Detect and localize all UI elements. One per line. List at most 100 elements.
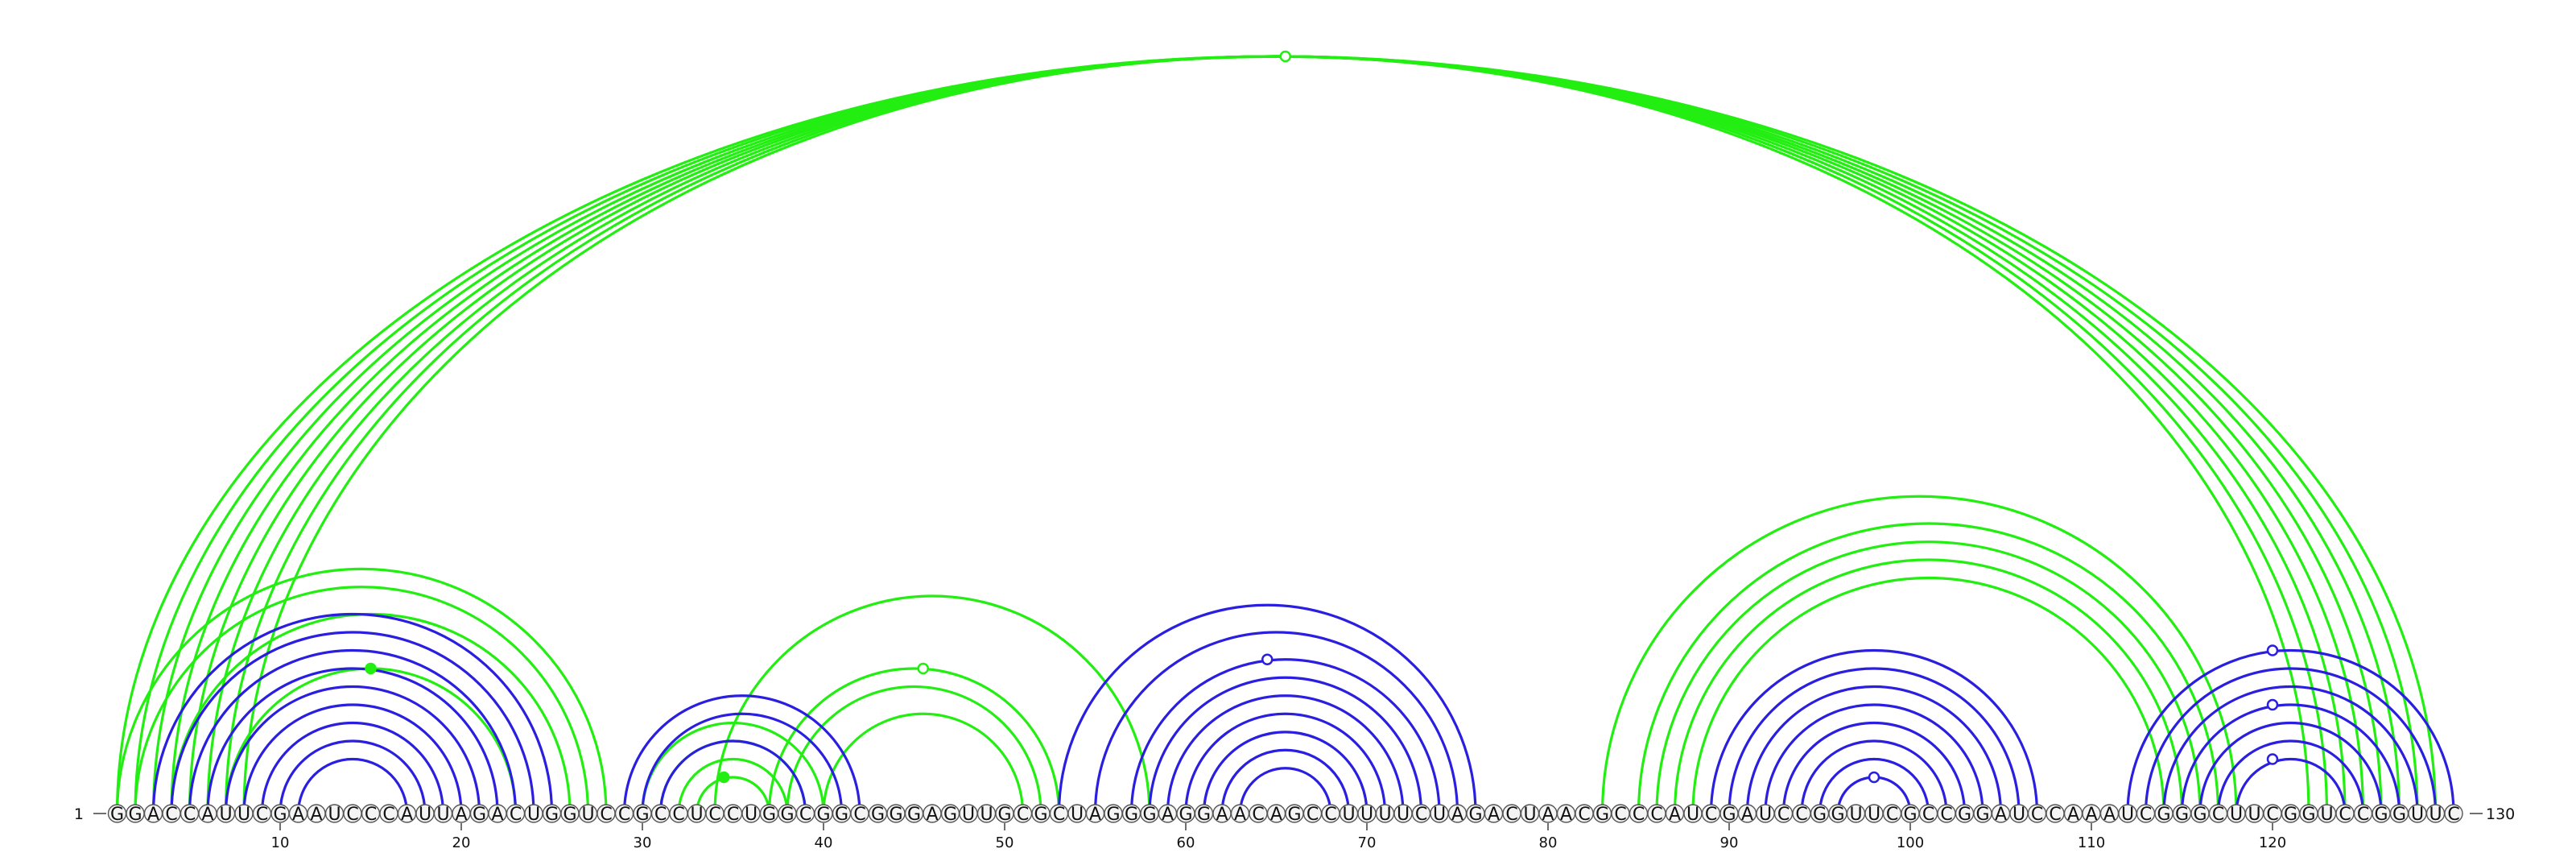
nucleotide-letter: A	[1542, 805, 1554, 825]
green-arc-7-123	[224, 55, 2329, 814]
nucleotide: A	[488, 804, 507, 825]
nucleotide-letter: C	[853, 805, 865, 825]
nucleotide-letter: C	[708, 805, 720, 825]
nucleotide: U	[1357, 804, 1377, 825]
nucleotide: C	[379, 804, 398, 825]
nucleotide: A	[1266, 804, 1286, 825]
green-marker	[917, 662, 929, 675]
blue-arc-118-124	[2235, 757, 2347, 814]
nucleotide: U	[1756, 804, 1775, 825]
nucleotide-letter: U	[1849, 805, 1862, 825]
nucleotide: C	[1882, 804, 1902, 825]
nucleotide-letter: A	[455, 805, 467, 825]
nucleotide: C	[361, 804, 381, 825]
blue-arc-53-76	[1057, 603, 1477, 814]
nucleotide: G	[560, 804, 580, 825]
nucleotide-letter: A	[1995, 805, 2007, 825]
nucleotide-letter: G	[1903, 805, 1917, 825]
nucleotide: C	[2353, 804, 2373, 825]
tick-layer: 10 20 30 40 50 60 70 80 90 100 110 120	[271, 823, 2286, 851]
nucleotide: C	[252, 804, 272, 825]
nucleotide: A	[1538, 804, 1558, 825]
nucleotide: U	[415, 804, 435, 825]
nucleotide-letter: A	[1451, 805, 1463, 825]
nucleotide-letter: G	[1034, 805, 1047, 825]
nucleotide: U	[2244, 804, 2264, 825]
tick-label: 30	[634, 834, 652, 851]
nucleotide: G	[126, 804, 145, 825]
nucleotide-letter: C	[2266, 805, 2278, 825]
green-arc-34-58	[713, 594, 1151, 814]
nucleotide: U	[2009, 804, 2029, 825]
nucleotide: G	[1466, 804, 1485, 825]
nucleotide-letter: G	[1596, 805, 1609, 825]
nucleotide: A	[1085, 804, 1105, 825]
green-arc-86-116	[1655, 540, 2202, 814]
nucleotide-letter: U	[1523, 805, 1536, 825]
nucleotide: C	[2136, 804, 2156, 825]
nucleotide: U	[524, 804, 543, 825]
tick-label: 20	[452, 834, 471, 851]
nucleotide-letter: C	[2447, 805, 2459, 825]
blue-arc-92-104	[1764, 703, 1984, 814]
nucleotide: G	[1031, 804, 1051, 825]
tick-label: 40	[815, 834, 833, 851]
nucleotide-letter: G	[1197, 805, 1211, 825]
blue-arc-61-70	[1202, 731, 1368, 814]
nucleotide-letter: A	[1741, 805, 1753, 825]
nucleotide: G	[1901, 804, 1920, 825]
nucleotide: U	[1683, 804, 1703, 825]
blue-arc-3-25	[151, 612, 554, 814]
nucleotide: A	[1991, 804, 2011, 825]
nucleotide: C	[1937, 804, 1956, 825]
tick-label: 10	[271, 834, 290, 851]
nucleotide: G	[759, 804, 779, 825]
nucleotide: G	[542, 804, 562, 825]
nucleotide-letter: A	[292, 805, 304, 825]
nucleotide: C	[162, 804, 181, 825]
nucleotide: C	[614, 804, 634, 825]
nucleotide: U	[2425, 804, 2446, 825]
nucleotide: G	[2372, 804, 2391, 825]
nucleotide: G	[886, 804, 906, 825]
nucleotide: G	[469, 804, 489, 825]
nucleotide: C	[650, 804, 671, 825]
nucleotide: G	[1828, 804, 1847, 825]
nucleotide-letter: C	[1795, 805, 1807, 825]
nucleotide-letter: C	[1940, 805, 1952, 825]
green-arc-1-129	[115, 55, 2438, 814]
nucleotide-letter: G	[1722, 805, 1736, 825]
nucleotide-letter: C	[1705, 805, 1717, 825]
nucleotide-letter: A	[2103, 805, 2116, 825]
blue-arc-113-129	[2144, 667, 2438, 814]
nucleotide: C	[1647, 804, 1666, 825]
nucleotide: C	[2335, 804, 2355, 825]
nucleotide: A	[1230, 804, 1250, 825]
nucleotide-letter: G	[780, 805, 794, 825]
nucleotide-letter: U	[1397, 805, 1410, 825]
blue-arc-116-126	[2198, 721, 2383, 814]
nucleotide-letter: A	[491, 805, 503, 825]
blue-arc-112-130	[2126, 648, 2455, 814]
nucleotide: G	[1176, 804, 1195, 825]
tick-label: 90	[1720, 834, 1739, 851]
nucleotide-letter: C	[1307, 805, 1319, 825]
nucleotide: C	[343, 804, 362, 825]
nucleotide: G	[2299, 804, 2318, 825]
nucleotide: A	[1737, 804, 1757, 825]
nucleotide: C	[1049, 804, 1069, 825]
nucleotide: C	[1013, 804, 1033, 825]
nucleotide: C	[1611, 804, 1630, 825]
nucleotide: C	[1629, 804, 1649, 825]
nucleotide-letter: U	[1342, 805, 1355, 825]
blue-arc-114-128	[2162, 685, 2419, 814]
blue-arc-94-102	[1800, 739, 1948, 814]
tick-label: 110	[2078, 834, 2105, 851]
nucleotide-letter: A	[2067, 805, 2079, 825]
nucleotide-letter: U	[2121, 805, 2134, 825]
nucleotide-letter: G	[1287, 805, 1301, 825]
blue-arc-115-127	[2180, 703, 2401, 814]
blue-marker	[2266, 753, 2279, 765]
nucleotide-letter: U	[962, 805, 975, 825]
nucleotide: C	[795, 804, 815, 825]
